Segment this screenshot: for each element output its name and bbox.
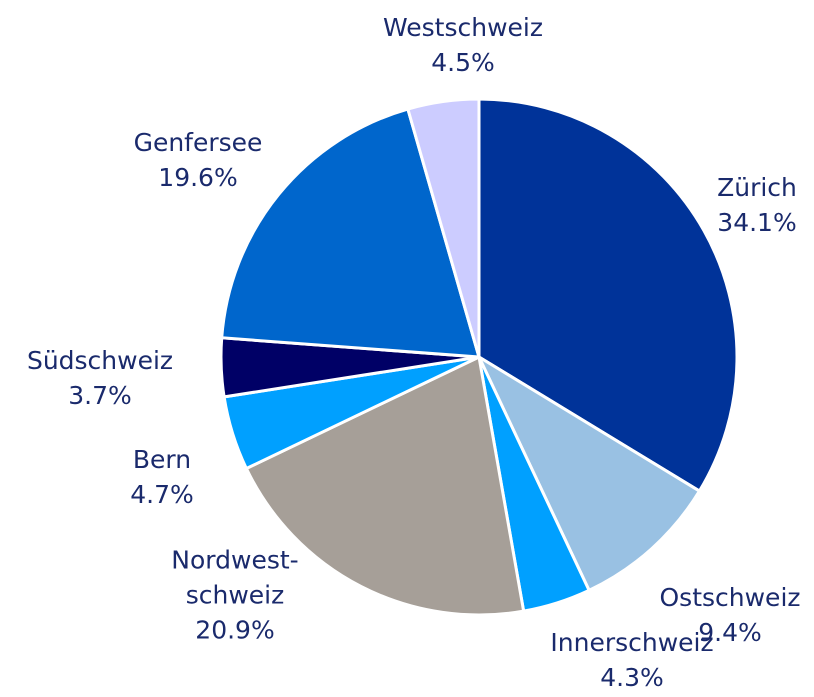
pie-slice (475, 353, 702, 593)
slice-label: Innerschweiz 4.3% (550, 625, 713, 695)
category-label: Zürich (717, 173, 797, 202)
pie-slice (244, 354, 526, 617)
value-label: 9.4% (698, 618, 762, 647)
slice-label: Genfersee 19.6% (134, 125, 263, 195)
slice-label: Bern 4.7% (130, 442, 194, 512)
category-label: Innerschweiz (550, 628, 714, 657)
value-label: 4.7% (130, 480, 194, 509)
slice-label: Westschweiz 4.5% (383, 10, 543, 80)
category-label: Westschweiz (383, 13, 543, 42)
category-label: Nordwest- schweiz (171, 545, 299, 610)
category-label: Bern (132, 445, 192, 474)
value-label: 34.1% (717, 208, 797, 237)
slice-label: Südschweiz 3.7% (27, 343, 173, 413)
slice-label: Nordwest- schweiz 20.9% (171, 543, 298, 648)
pie-slice (477, 97, 739, 494)
pie-slice (405, 97, 481, 358)
value-label: 19.6% (158, 163, 238, 192)
category-label: Ostschweiz (659, 583, 801, 612)
value-label: 3.7% (68, 381, 132, 410)
value-label: 4.3% (600, 663, 664, 692)
pie-slice (220, 107, 482, 359)
slice-label: Zürich 34.1% (717, 170, 797, 240)
value-label: 20.9% (195, 615, 275, 645)
category-label: Genfersee (133, 128, 263, 157)
category-label: Südschweiz (26, 346, 174, 375)
value-label: 4.5% (431, 48, 495, 77)
slice-label: Ostschweiz 9.4% (659, 580, 800, 650)
